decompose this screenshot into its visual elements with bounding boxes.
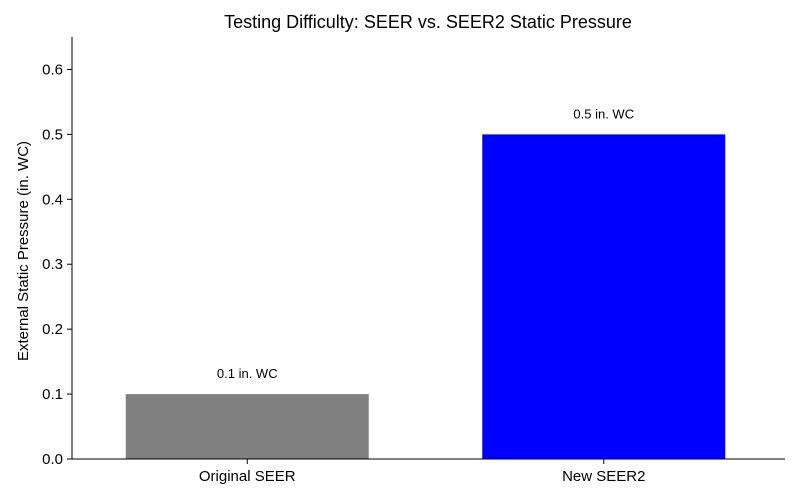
y-tick-label: 0.1 [42, 386, 63, 403]
plot-area: 0.0 0.1 0.2 0.3 0.4 0.5 0.6 Original SEER 0.1 in… [42, 61, 726, 485]
y-tick-label: 0.4 [42, 191, 63, 208]
data-label: 0.5 in. WC [573, 106, 634, 121]
data-label: 0.1 in. WC [217, 366, 278, 381]
chart-title: Testing Difficulty: SEER vs. SEER2 Stati… [224, 12, 632, 32]
bar [125, 394, 369, 459]
y-axis-label: External Static Pressure (in. WC) [15, 141, 32, 361]
y-tick-label: 0.2 [42, 321, 63, 338]
x-tick-label: New SEER2 [562, 468, 645, 485]
y-tick-label: 0.6 [42, 61, 63, 78]
bar [482, 134, 726, 459]
y-tick-label: 0.0 [42, 451, 63, 468]
y-tick-label: 0.5 [42, 126, 63, 143]
y-tick-label: 0.3 [42, 256, 63, 273]
x-tick-label: Original SEER [199, 468, 296, 485]
